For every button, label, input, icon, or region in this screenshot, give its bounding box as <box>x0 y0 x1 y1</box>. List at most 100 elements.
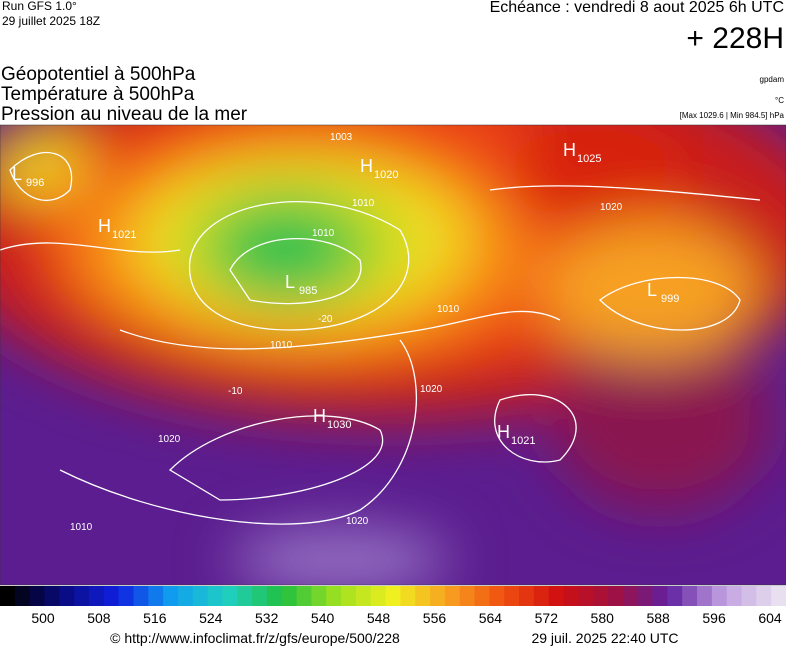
colorbar-swatch <box>637 586 654 606</box>
colorbar-swatch <box>281 586 298 606</box>
colorbar-swatch <box>118 586 134 606</box>
colorbar-swatch <box>192 586 209 606</box>
unit-temp: °C <box>775 96 784 105</box>
colorbar-swatch <box>163 586 179 606</box>
contour-label: 1020 <box>420 384 443 395</box>
colorbar-swatch <box>444 586 461 606</box>
colorbar-swatch <box>177 586 194 606</box>
contour-label: 1010 <box>437 304 460 315</box>
colorbar-swatch <box>237 586 253 606</box>
colorbar-swatch <box>252 586 268 606</box>
colorbar-swatch <box>593 586 609 606</box>
colorbar-label: 572 <box>535 610 559 626</box>
contour-label: -10 <box>228 386 243 397</box>
contour-label: 1010 <box>312 228 335 239</box>
pressure-center-kind: L <box>12 164 22 184</box>
colorbar-swatch <box>608 586 624 606</box>
isobars <box>0 151 761 525</box>
colorbar-swatch <box>355 586 372 606</box>
pressure-center-kind: L <box>285 272 295 292</box>
colorbar-swatch <box>266 586 283 606</box>
map-field <box>0 125 786 585</box>
map-title: Géopotentiel à 500hPa <box>1 64 196 85</box>
footer-source: © http://www.infoclimat.fr/z/gfs/europe/… <box>110 630 400 646</box>
colorbar-swatch <box>578 586 594 606</box>
colorbar-swatch <box>133 586 149 606</box>
colorbar-swatch <box>74 586 90 606</box>
colorbar-swatch <box>756 586 772 606</box>
pressure-center-value: 996 <box>26 177 44 189</box>
colorbar-swatch <box>370 586 387 606</box>
contour-label: 1020 <box>600 202 623 213</box>
colorbar-swatch <box>415 586 431 606</box>
colorbar-swatch <box>771 586 786 606</box>
footer-timestamp: 29 juil. 2025 22:40 UTC <box>531 630 678 646</box>
colorbar-swatch <box>652 586 668 606</box>
colorbar-swatch <box>14 586 31 606</box>
map-title: Pression au niveau de la mer <box>1 104 248 125</box>
pressure-center-kind: H <box>497 422 510 442</box>
colorbar-label: 532 <box>255 610 279 626</box>
contour-label: -20 <box>318 314 333 325</box>
unit-pressure: [Max 1029.6 | Min 984.5] hPa <box>680 111 785 120</box>
contour-label: 1003 <box>330 132 353 143</box>
colorbar-swatch <box>148 586 164 606</box>
pressure-center-value: 999 <box>661 293 679 305</box>
lead-time: + 228H <box>686 22 784 55</box>
colorbar-swatch <box>400 586 416 606</box>
pressure-center-kind: H <box>563 140 576 160</box>
unit-gpdam: gpdam <box>760 75 785 84</box>
map-title: Température à 500hPa <box>1 84 195 105</box>
contour-label: 1010 <box>70 522 93 533</box>
pressure-center-kind: H <box>313 406 326 426</box>
colorbar-swatch <box>667 586 683 606</box>
colorbar-swatch <box>726 586 743 606</box>
pressure-center-value: 1020 <box>374 169 398 181</box>
colorbar-swatch <box>207 586 223 606</box>
colorbar-swatch <box>341 586 357 606</box>
colorbar-label: 548 <box>367 610 391 626</box>
run-label: Run GFS 1.0° <box>2 0 77 13</box>
run-date: 29 juillet 2025 18Z <box>2 14 100 28</box>
colorbar-swatch <box>59 586 75 606</box>
pressure-center-value: 1030 <box>327 419 351 431</box>
colorbar-label: 500 <box>31 610 55 626</box>
colorbar-swatch <box>711 586 728 606</box>
contour-label: 1010 <box>270 340 293 351</box>
colorbar-label: 516 <box>143 610 167 626</box>
colorbar-swatch <box>222 586 238 606</box>
colorbar-swatch <box>430 586 446 606</box>
colorbar-swatch <box>474 586 490 606</box>
pressure-center-kind: L <box>647 280 657 300</box>
map-frame <box>0 124 786 586</box>
colorbar-swatch <box>504 586 520 606</box>
pressure-center-value: 1021 <box>112 229 136 241</box>
colorbar-swatch <box>533 586 550 606</box>
colorbar-label: 588 <box>646 610 670 626</box>
pressure-center-value: 985 <box>299 285 317 297</box>
pressure-center-value: 1021 <box>511 435 535 447</box>
colorbar-label: 524 <box>199 610 223 626</box>
colorbar-swatch <box>459 586 476 606</box>
colorbar-swatch <box>296 586 312 606</box>
colorbar-swatch <box>0 586 16 606</box>
colorbar-swatch <box>44 586 60 606</box>
colorbar-swatch <box>326 586 342 606</box>
colorbar-swatch <box>682 586 698 606</box>
colorbar-swatch <box>311 586 327 606</box>
pressure-center-kind: H <box>360 156 373 176</box>
colorbar-label: 540 <box>311 610 335 626</box>
colorbar-label: 580 <box>591 610 615 626</box>
colorbar-swatch <box>697 586 713 606</box>
colorbar-label: 596 <box>702 610 726 626</box>
colorbar-swatch <box>741 586 757 606</box>
contour-label: 1010 <box>352 198 375 209</box>
pressure-center-kind: H <box>98 216 111 236</box>
colorbar <box>0 586 786 606</box>
colorbar-swatch <box>622 586 639 606</box>
colorbar-label: 564 <box>479 610 503 626</box>
colorbar-swatch <box>29 586 45 606</box>
colorbar-label: 508 <box>87 610 111 626</box>
valid-time: Echéance : vendredi 8 aout 2025 6h UTC <box>490 0 784 16</box>
